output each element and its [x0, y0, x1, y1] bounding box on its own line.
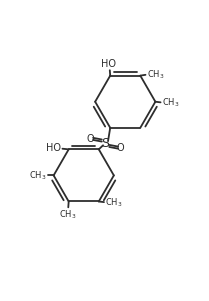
Text: CH$_3$: CH$_3$: [59, 208, 76, 221]
Text: S: S: [102, 137, 110, 150]
Text: CH$_3$: CH$_3$: [105, 196, 122, 209]
Text: HO: HO: [101, 59, 116, 70]
Text: O: O: [87, 134, 94, 144]
Text: CH$_3$: CH$_3$: [29, 169, 47, 182]
Text: CH$_3$: CH$_3$: [162, 97, 179, 109]
Text: HO: HO: [46, 143, 61, 153]
Text: O: O: [117, 143, 124, 153]
Text: CH$_3$: CH$_3$: [147, 68, 164, 81]
